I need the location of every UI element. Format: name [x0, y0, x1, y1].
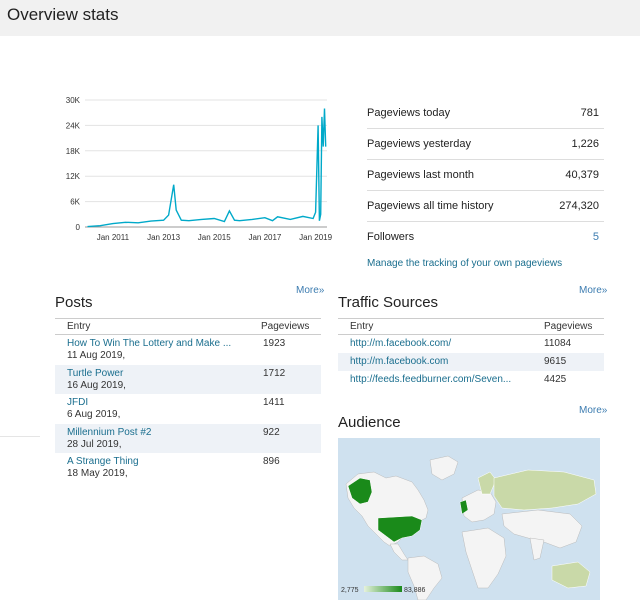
south-america-region [407, 555, 443, 600]
y-tick-label: 12K [66, 172, 81, 181]
post-date: 6 Aug 2019, [67, 409, 121, 420]
posts-table: Entry Pageviews How To Win The Lottery a… [55, 318, 321, 483]
stat-label: Followers [367, 231, 415, 243]
australia-region [551, 561, 591, 589]
post-link[interactable]: A Strange Thing [67, 456, 139, 467]
post-views: 922 [263, 426, 280, 438]
table-row: http://m.facebook.com/ 11084 [338, 335, 604, 353]
stat-label: Pageviews last month [367, 169, 474, 181]
post-date: 28 Jul 2019, [67, 438, 122, 450]
stat-label: Pageviews all time history [367, 200, 494, 212]
stats-list: Pageviews today 781 Pageviews yesterday … [367, 98, 604, 253]
pageviews-chart: 0 6K 12K 18K 24K 30K Jan 2011 Jan 2013 Jan 2015 J… [55, 88, 335, 248]
stat-value: 781 [580, 107, 599, 119]
post-date: 11 Aug 2019, [67, 350, 126, 361]
usa-region [377, 515, 423, 543]
x-tick-label: Jan 2015 [198, 233, 231, 242]
uk-region [459, 499, 469, 515]
col-pageviews: Pageviews [261, 321, 310, 332]
india-region [529, 537, 545, 561]
col-pageviews: Pageviews [544, 321, 593, 332]
traffic-views: 4425 [544, 374, 567, 385]
manage-tracking-link[interactable]: Manage the tracking of your own pageview… [367, 258, 563, 269]
traffic-sources-title: Traffic Sources [338, 294, 439, 311]
table-row: http://m.facebook.com 9615 [338, 353, 604, 371]
alaska-region [347, 477, 373, 505]
posts-table-header: Entry Pageviews [55, 318, 321, 335]
audience-map[interactable]: 2,775 83,886 [338, 438, 600, 600]
y-tick-label: 6K [70, 198, 80, 207]
legend-max: 83,886 [404, 587, 426, 594]
table-row: JFDI 6 Aug 2019, 1411 [55, 394, 321, 424]
stats-more-link[interactable]: More» [579, 285, 608, 296]
post-date: 18 May 2019, [67, 468, 128, 479]
divider [0, 436, 40, 437]
post-link[interactable]: JFDI [67, 397, 89, 408]
x-tick-label: Jan 2017 [248, 233, 281, 242]
stat-pageviews-last-month: Pageviews last month 40,379 [367, 160, 604, 191]
audience-title: Audience [338, 414, 401, 431]
table-row: A Strange Thing 18 May 2019, 896 [55, 453, 321, 483]
traffic-source-link[interactable]: http://m.facebook.com [350, 356, 449, 367]
y-tick-label: 30K [66, 96, 81, 105]
stat-followers: Followers 5 [367, 222, 604, 253]
post-link[interactable]: How To Win The Lottery and Make ... [67, 338, 232, 349]
y-tick-label: 24K [66, 121, 81, 130]
page-title: Overview stats [7, 5, 119, 24]
traffic-views: 9615 [544, 356, 567, 367]
col-entry: Entry [350, 321, 374, 332]
post-date: 16 Aug 2019, [67, 379, 126, 391]
table-row: Turtle Power 16 Aug 2019, 1712 [55, 364, 321, 394]
stat-value: 40,379 [565, 169, 599, 181]
followers-link[interactable]: 5 [592, 231, 599, 243]
post-views: 1712 [263, 367, 286, 379]
traffic-source-link[interactable]: http://m.facebook.com/ [350, 338, 452, 349]
page-header: Overview stats [0, 0, 640, 36]
y-tick-label: 18K [66, 147, 81, 156]
x-tick-label: Jan 2019 [299, 233, 332, 242]
post-link[interactable]: Millennium Post #2 [67, 426, 152, 438]
stat-value: 1,226 [571, 138, 599, 150]
pageviews-series-line [87, 108, 327, 228]
posts-title: Posts [55, 294, 93, 311]
scandinavia-region [477, 471, 497, 495]
stat-pageviews-all-time: Pageviews all time history 274,320 [367, 191, 604, 222]
africa-region [461, 527, 507, 589]
greenland-region [429, 455, 459, 481]
traffic-source-link[interactable]: http://feeds.feedburner.com/Seven... [350, 374, 512, 385]
pageviews-chart-svg: 0 6K 12K 18K 24K 30K Jan 2011 Jan 2013 Jan 2015 J… [66, 96, 333, 242]
table-row: http://feeds.feedburner.com/Seven... 442… [338, 371, 604, 389]
traffic-views: 11084 [544, 338, 572, 349]
world-map: 2,775 83,886 [338, 438, 600, 600]
traffic-more-link[interactable]: More» [579, 405, 608, 416]
stat-pageviews-today: Pageviews today 781 [367, 98, 604, 129]
post-views: 1411 [263, 397, 285, 408]
col-entry: Entry [67, 321, 91, 332]
post-link[interactable]: Turtle Power [67, 367, 124, 379]
post-views: 896 [263, 456, 280, 467]
x-tick-label: Jan 2011 [97, 233, 130, 242]
traffic-sources-table: Entry Pageviews http://m.facebook.com/ 1… [338, 318, 604, 389]
table-row: Millennium Post #2 28 Jul 2019, 922 [55, 423, 321, 453]
stat-label: Pageviews today [367, 107, 451, 119]
x-tick-label: Jan 2013 [147, 233, 180, 242]
legend-min: 2,775 [341, 587, 359, 594]
russia-region [493, 469, 597, 511]
asia-region [501, 509, 583, 549]
posts-more-link[interactable]: More» [296, 285, 325, 296]
legend-gradient [364, 586, 402, 592]
stat-pageviews-yesterday: Pageviews yesterday 1,226 [367, 129, 604, 160]
table-row: How To Win The Lottery and Make ... 11 A… [55, 335, 321, 365]
stat-value: 274,320 [559, 200, 599, 212]
post-views: 1923 [263, 338, 286, 349]
traffic-table-header: Entry Pageviews [338, 318, 604, 335]
stat-label: Pageviews yesterday [367, 138, 471, 150]
y-tick-label: 0 [76, 223, 81, 232]
